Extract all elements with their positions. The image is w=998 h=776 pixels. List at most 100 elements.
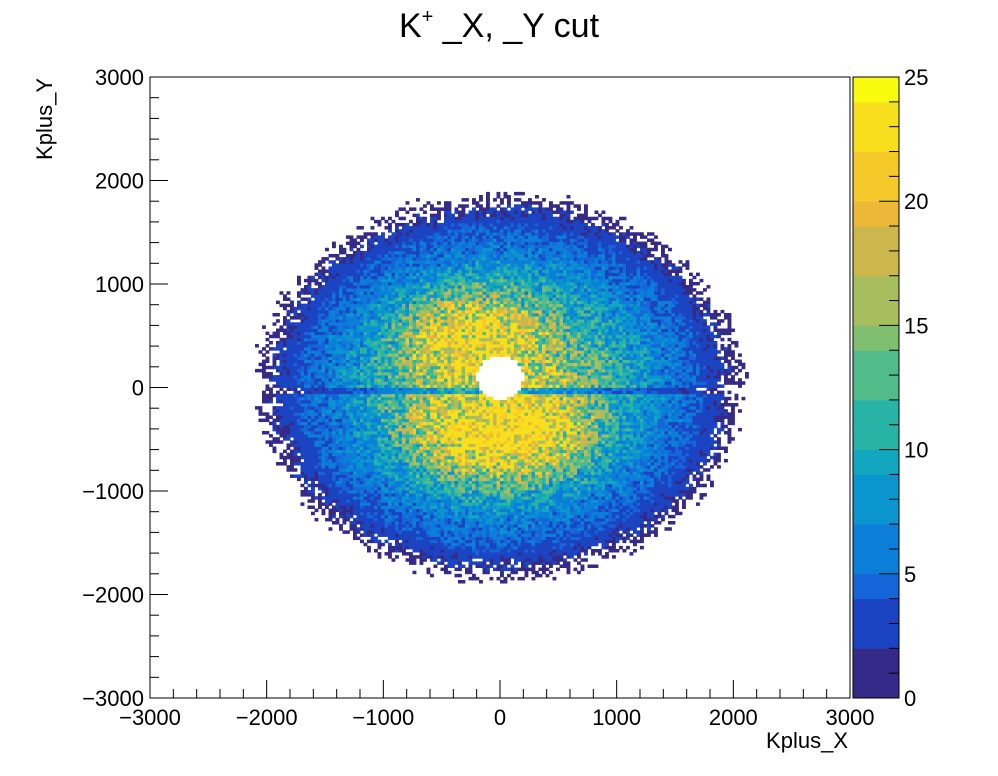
heatmap-bin [377, 303, 382, 308]
heatmap-bin [437, 415, 441, 419]
heatmap-bin [416, 344, 420, 348]
heatmap-bin [458, 468, 462, 472]
heatmap-bin [458, 300, 462, 305]
heatmap-bin [272, 356, 277, 360]
heatmap-bin [440, 486, 445, 491]
heatmap-bin [444, 222, 448, 227]
heatmap-bin [360, 347, 364, 351]
heatmap-bin [447, 387, 452, 392]
heatmap-bin [314, 272, 319, 277]
heatmap-bin [332, 384, 336, 388]
heatmap-bin [353, 511, 357, 516]
heatmap-bin [391, 368, 396, 373]
heatmap-bin [402, 545, 406, 550]
heatmap-bin [430, 275, 434, 280]
heatmap-bin [447, 322, 452, 326]
heatmap-bin [391, 536, 396, 541]
heatmap-bin [360, 337, 364, 342]
heatmap-bin [377, 309, 382, 314]
heatmap-bin [423, 514, 427, 519]
heatmap-bin [304, 285, 308, 289]
heatmap-bin [335, 303, 340, 308]
heatmap-bin [314, 384, 319, 388]
heatmap-bin [398, 325, 403, 329]
heatmap-bin [349, 496, 354, 500]
heatmap-bin [370, 309, 375, 314]
heatmap-bin [349, 253, 354, 258]
heatmap-bin [405, 294, 410, 298]
heatmap-bin [286, 353, 291, 357]
heatmap-bin [388, 399, 392, 404]
heatmap-bin [290, 368, 294, 373]
heatmap-bin [286, 356, 291, 360]
heatmap-bin [342, 468, 347, 472]
heatmap-bin [451, 399, 455, 404]
heatmap-bin [325, 275, 329, 280]
heatmap-bin [276, 430, 280, 435]
heatmap-bin [426, 229, 431, 233]
heatmap-bin [311, 480, 315, 485]
heatmap-bin [300, 322, 305, 326]
heatmap-bin [447, 344, 452, 348]
heatmap-bin [363, 486, 368, 491]
heatmap-bin [318, 474, 322, 478]
heatmap-bin [314, 387, 319, 392]
heatmap-bin [374, 421, 378, 426]
heatmap-bin [451, 530, 455, 534]
heatmap-bin [405, 517, 410, 522]
heatmap-bin [342, 434, 347, 438]
heatmap-bin [335, 505, 340, 509]
heatmap-bin [416, 440, 420, 444]
heatmap-bin [325, 486, 329, 491]
heatmap-bin [314, 356, 319, 360]
heatmap-bin [335, 465, 340, 469]
heatmap-bin [461, 511, 466, 516]
heatmap-bin [402, 387, 406, 392]
heatmap-bin [430, 533, 434, 537]
heatmap-bin [419, 344, 424, 348]
heatmap-bin [353, 502, 357, 506]
heatmap-bin [433, 312, 438, 317]
heatmap-bin [405, 288, 410, 292]
heatmap-bin [297, 440, 301, 444]
heatmap-bin [342, 505, 347, 509]
heatmap-bin [290, 434, 294, 438]
heatmap-bin [255, 406, 259, 410]
heatmap-bin [360, 458, 364, 463]
heatmap-bin [391, 474, 396, 478]
heatmap-bin [300, 344, 305, 348]
heatmap-bin [339, 275, 343, 280]
heatmap-bin [346, 471, 350, 475]
heatmap-bin [416, 412, 420, 416]
heatmap-bin [311, 368, 315, 373]
heatmap-bin [314, 399, 319, 404]
heatmap-bin [349, 278, 354, 283]
heatmap-bin [297, 306, 301, 311]
heatmap-bin [353, 309, 357, 314]
heatmap-bin [367, 384, 371, 388]
heatmap-bin [444, 409, 448, 413]
heatmap-bin [349, 427, 354, 432]
heatmap-bin [384, 458, 389, 463]
heatmap-bin [454, 545, 459, 550]
heatmap-bin [440, 539, 445, 544]
heatmap-bin [342, 322, 347, 326]
heatmap-bin [461, 403, 466, 407]
heatmap-bin [447, 434, 452, 438]
heatmap-bin [318, 319, 322, 323]
heatmap-bin [297, 477, 301, 482]
heatmap-bin [419, 452, 424, 457]
heatmap-bin [423, 558, 427, 562]
heatmap-bin [279, 462, 284, 466]
heatmap-bin [363, 375, 368, 379]
heatmap-bin [451, 462, 455, 466]
heatmap-bin [304, 393, 308, 398]
heatmap-bin [419, 530, 424, 534]
heatmap-bin [325, 493, 329, 497]
heatmap-bin [363, 291, 368, 295]
heatmap-bin [419, 226, 424, 230]
heatmap-bin [328, 331, 333, 336]
heatmap-bin [349, 269, 354, 274]
heatmap-bin [311, 325, 315, 329]
heatmap-bin [332, 297, 336, 301]
